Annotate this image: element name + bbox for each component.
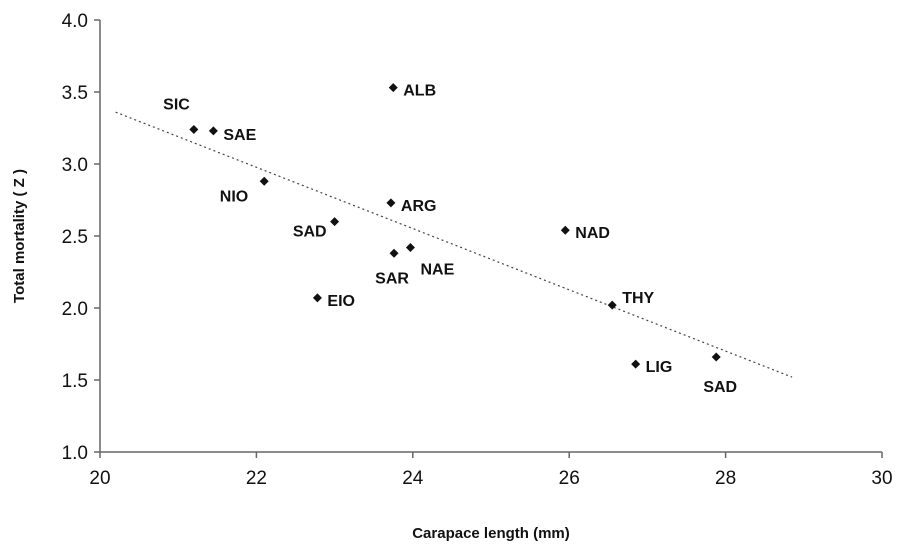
point-label: LIG bbox=[646, 359, 673, 376]
data-point-marker bbox=[312, 293, 322, 303]
x-axis-ticks: 20 22 24 26 28 30 bbox=[89, 452, 893, 489]
y-tick-label: 3.5 bbox=[62, 83, 88, 104]
point-label: EIO bbox=[327, 293, 355, 310]
data-point-marker bbox=[405, 243, 415, 253]
point-label: ALB bbox=[403, 83, 436, 100]
y-tick-label: 4.0 bbox=[62, 11, 88, 32]
y-tick-label: 3.0 bbox=[62, 155, 88, 176]
point-label: SIC bbox=[163, 96, 190, 113]
y-axis-ticks: 1.0 1.5 2.0 2.5 3.0 3.5 4.0 bbox=[62, 11, 100, 464]
point-label: ARG bbox=[401, 198, 437, 215]
x-tick-label: 28 bbox=[715, 468, 736, 489]
data-point-marker bbox=[631, 359, 641, 369]
x-axis-title: Carapace length (mm) bbox=[412, 525, 570, 542]
trendline bbox=[115, 111, 793, 378]
y-axis-title: Total mortality ( Z ) bbox=[11, 169, 28, 303]
point-label: NAD bbox=[575, 225, 610, 242]
point-labels: SIC SAE NIO ALB ARG SAD SAR NAE EIO NAD THY LIG SAD bbox=[163, 83, 737, 396]
y-tick-label: 1.0 bbox=[62, 443, 88, 464]
data-point-marker bbox=[189, 124, 199, 134]
point-label: SAE bbox=[223, 127, 256, 144]
data-point-marker bbox=[389, 248, 399, 258]
y-tick-label: 2.5 bbox=[62, 227, 88, 248]
data-point-marker bbox=[607, 300, 617, 310]
data-point-marker bbox=[208, 126, 218, 136]
x-tick-label: 20 bbox=[89, 468, 110, 489]
y-tick-label: 2.0 bbox=[62, 299, 88, 320]
y-tick-label: 1.5 bbox=[62, 371, 88, 392]
plot-frame bbox=[99, 20, 882, 453]
x-tick-label: 30 bbox=[871, 468, 892, 489]
data-point-marker bbox=[388, 83, 398, 93]
x-tick-label: 26 bbox=[559, 468, 580, 489]
data-point-marker bbox=[330, 217, 340, 227]
x-tick-label: 22 bbox=[246, 468, 267, 489]
point-label: SAR bbox=[375, 270, 409, 287]
point-label: NIO bbox=[220, 188, 248, 205]
point-label: SAD bbox=[293, 224, 327, 241]
point-label: THY bbox=[622, 290, 654, 307]
data-point-marker bbox=[259, 176, 269, 186]
data-point-marker bbox=[386, 198, 396, 208]
data-point-marker bbox=[560, 225, 570, 235]
data-points bbox=[189, 83, 721, 369]
x-tick-label: 24 bbox=[402, 468, 424, 489]
point-label: NAE bbox=[420, 262, 454, 279]
point-label: SAD bbox=[703, 379, 737, 396]
data-point-marker bbox=[711, 352, 721, 362]
